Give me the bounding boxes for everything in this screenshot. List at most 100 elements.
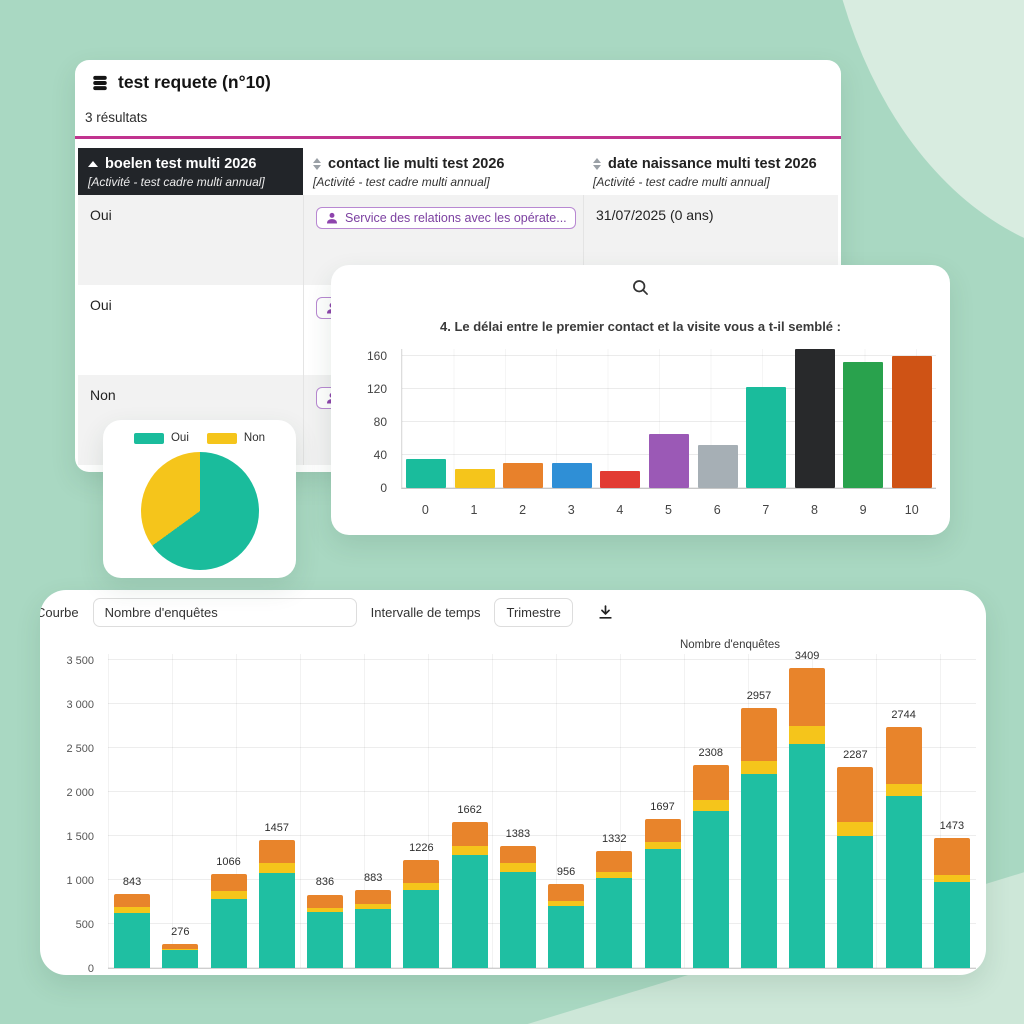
enquetes-bar-group[interactable]: 1226 [397, 654, 445, 968]
segment-teal[interactable] [499, 872, 536, 968]
delay-x-tick-label: 9 [859, 503, 867, 517]
segment-orange[interactable] [933, 838, 970, 876]
segment-teal[interactable] [548, 906, 585, 968]
segment-yellow[interactable] [885, 783, 922, 797]
segment-teal[interactable] [451, 855, 488, 968]
delay-bar-0[interactable] [406, 459, 447, 488]
segment-teal[interactable] [644, 849, 681, 968]
search-icon[interactable] [630, 277, 651, 303]
segment-teal[interactable] [740, 774, 777, 968]
delay-x-tick-label: 7 [762, 503, 770, 517]
segment-orange[interactable] [355, 890, 392, 904]
segment-orange[interactable] [210, 874, 247, 891]
delay-bar-2[interactable] [503, 463, 544, 488]
enquetes-bar-group[interactable]: 2957 [735, 654, 783, 968]
segment-orange[interactable] [837, 766, 874, 823]
segment-yellow[interactable] [355, 903, 392, 909]
segment-teal[interactable] [162, 950, 199, 968]
enquetes-bar-group[interactable]: 276 [156, 654, 204, 968]
segment-orange[interactable] [644, 818, 681, 842]
segment-yellow[interactable] [644, 841, 681, 850]
enquetes-bar-group[interactable]: 1697 [638, 654, 686, 968]
enquetes-bar-group[interactable]: 2744 [880, 654, 928, 968]
segment-teal[interactable] [306, 911, 343, 968]
segment-teal[interactable] [837, 836, 874, 968]
delay-bar-8[interactable] [794, 349, 835, 488]
column-subtitle: [Activité - test cadre multi annual] [313, 175, 490, 189]
column-header-date-naissance[interactable]: date naissance multi test 2026 [Activité… [583, 148, 838, 195]
segment-orange[interactable] [740, 707, 777, 761]
enquetes-bar-group[interactable]: 1457 [253, 654, 301, 968]
segment-orange[interactable] [114, 893, 151, 908]
segment-orange[interactable] [692, 764, 729, 801]
segment-teal[interactable] [885, 796, 922, 968]
segment-yellow[interactable] [789, 726, 826, 744]
interval-select[interactable]: Trimestre [494, 597, 573, 627]
segment-teal[interactable] [692, 811, 729, 968]
enquetes-bar-group[interactable]: 836 [301, 654, 349, 968]
delay-bar-6[interactable] [697, 445, 738, 488]
segment-orange[interactable] [162, 943, 199, 949]
enquetes-bar-group[interactable]: 1383 [494, 654, 542, 968]
segment-yellow[interactable] [114, 907, 151, 914]
segment-teal[interactable] [210, 898, 247, 968]
enquetes-bar-group[interactable]: 883 [349, 654, 397, 968]
segment-orange[interactable] [548, 883, 585, 901]
segment-teal[interactable] [596, 878, 633, 968]
metric-select[interactable]: Nombre d'enquêtes [92, 597, 357, 627]
segment-orange[interactable] [789, 668, 826, 727]
stacked-bar [499, 846, 536, 968]
segment-teal[interactable] [789, 743, 826, 968]
segment-orange[interactable] [596, 850, 633, 873]
enquetes-bar-group[interactable]: 1332 [590, 654, 638, 968]
segment-teal[interactable] [258, 873, 295, 968]
segment-orange[interactable] [258, 839, 295, 864]
segment-yellow[interactable] [162, 948, 199, 951]
pie-legend: Oui Non [103, 432, 296, 444]
delay-bar-1[interactable] [454, 469, 495, 488]
segment-yellow[interactable] [403, 882, 440, 890]
segment-yellow[interactable] [306, 907, 343, 912]
segment-yellow[interactable] [258, 863, 295, 873]
oui-non-pie[interactable] [140, 452, 259, 570]
contact-badge[interactable]: Service des relations avec les opérate..… [316, 207, 576, 229]
delay-bar-3[interactable] [551, 463, 592, 488]
segment-teal[interactable] [933, 882, 970, 968]
cell-contact: Service des relations avec les opérate..… [303, 195, 583, 285]
segment-yellow[interactable] [210, 890, 247, 899]
delay-bar-9[interactable] [843, 361, 884, 488]
download-icon[interactable] [597, 604, 614, 621]
segment-yellow[interactable] [548, 900, 585, 907]
delay-bar-5[interactable] [649, 434, 689, 488]
segment-orange[interactable] [306, 894, 343, 908]
enquetes-bar-group[interactable]: 2287 [831, 654, 879, 968]
segment-orange[interactable] [451, 821, 488, 846]
delay-bar-7[interactable] [746, 387, 787, 488]
enquetes-y-tick-label: 500 [75, 919, 94, 931]
column-header-boelen[interactable]: boelen test multi 2026 [Activité - test … [78, 148, 303, 195]
segment-teal[interactable] [403, 889, 440, 968]
enquetes-bar-group[interactable]: 1066 [204, 654, 252, 968]
segment-orange[interactable] [403, 860, 440, 883]
enquetes-bar-group[interactable]: 2308 [687, 654, 735, 968]
segment-teal[interactable] [114, 913, 151, 968]
enquetes-bar-group[interactable]: 956 [542, 654, 590, 968]
delay-bar-10[interactable] [891, 356, 932, 488]
stacked-bar [933, 838, 970, 968]
segment-orange[interactable] [499, 846, 536, 864]
segment-yellow[interactable] [933, 875, 970, 883]
segment-yellow[interactable] [740, 760, 777, 775]
segment-yellow[interactable] [692, 800, 729, 812]
column-header-contact[interactable]: contact lie multi test 2026 [Activité - … [303, 148, 583, 195]
segment-yellow[interactable] [499, 863, 536, 873]
enquetes-bar-group[interactable]: 3409 [783, 650, 831, 968]
segment-yellow[interactable] [451, 845, 488, 856]
segment-orange[interactable] [885, 726, 922, 784]
enquetes-bar-group[interactable]: 1473 [928, 654, 976, 968]
segment-yellow[interactable] [596, 872, 633, 879]
delay-bar-4[interactable] [600, 470, 641, 488]
enquetes-bar-group[interactable]: 843 [108, 654, 156, 968]
segment-yellow[interactable] [837, 822, 874, 836]
segment-teal[interactable] [355, 908, 392, 968]
enquetes-bar-group[interactable]: 1662 [446, 654, 494, 968]
